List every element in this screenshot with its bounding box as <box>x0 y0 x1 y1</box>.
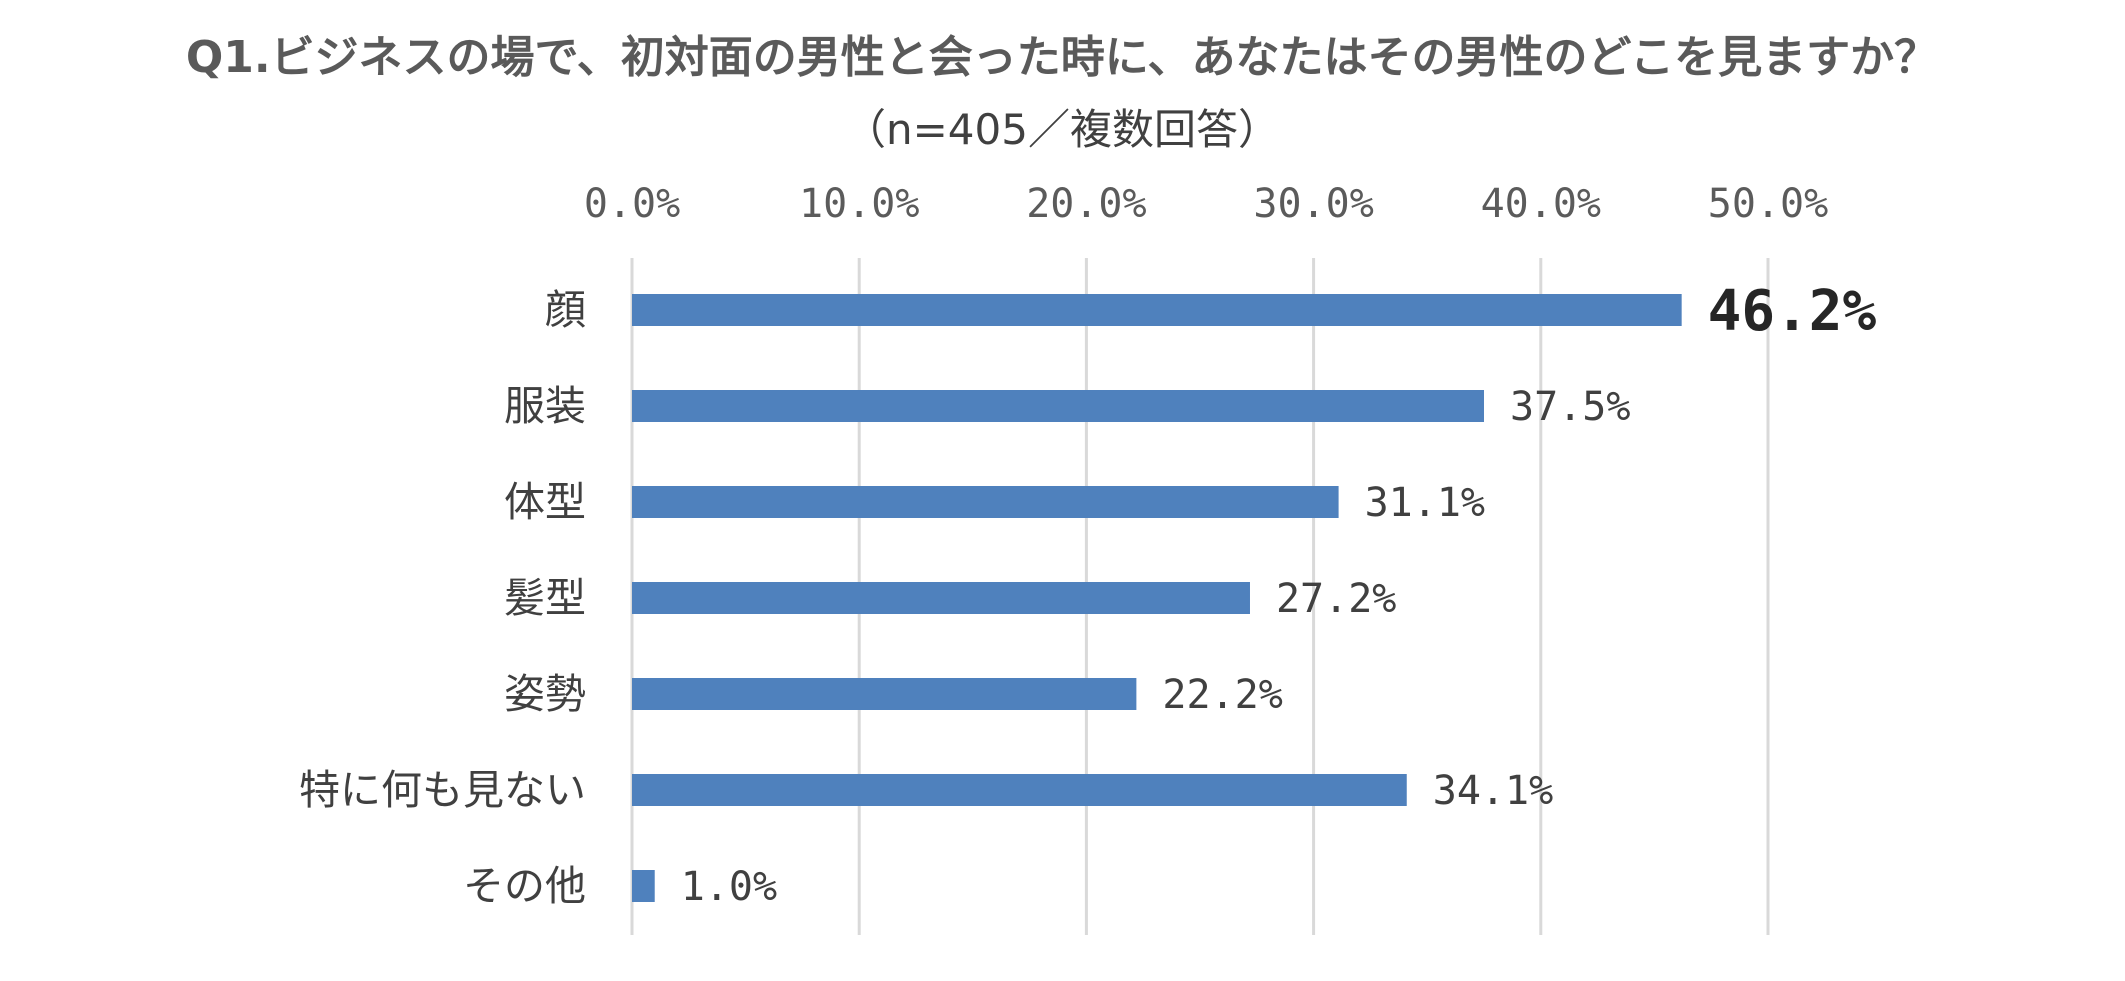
category-label: 服装 <box>504 382 586 430</box>
category-label: 特に何も見ない <box>299 766 586 814</box>
bar <box>632 678 1137 710</box>
category-label: 体型 <box>504 478 586 526</box>
bar <box>632 390 1484 422</box>
x-tick-label: 10.0% <box>799 181 919 227</box>
bar <box>632 870 655 902</box>
data-label: 1.0% <box>681 864 777 910</box>
data-label: 46.2% <box>1708 279 1877 344</box>
data-label: 27.2% <box>1276 576 1396 622</box>
data-label: 22.2% <box>1162 672 1282 718</box>
x-tick-label: 30.0% <box>1253 181 1373 227</box>
x-tick-label: 40.0% <box>1481 181 1601 227</box>
category-label: 髪型 <box>504 574 586 622</box>
chart-title: Q1.ビジネスの場で、初対面の男性と会った時に、あなたはその男性のどこを見ますか… <box>186 32 1938 83</box>
category-label: その他 <box>463 862 586 910</box>
x-tick-label: 50.0% <box>1708 181 1828 227</box>
x-tick-label: 20.0% <box>1026 181 1146 227</box>
x-axis-ticks: 0.0% 10.0% 20.0% 30.0% 40.0% 50.0% <box>584 181 1828 227</box>
data-label: 37.5% <box>1510 384 1630 430</box>
value-labels: 46.2% 37.5% 31.1% 27.2% 22.2% 34.1% 1.0% <box>681 279 1877 910</box>
bars <box>632 294 1682 902</box>
chart-subtitle: （n=405／複数回答） <box>844 105 1280 154</box>
data-label: 34.1% <box>1433 768 1553 814</box>
bar <box>632 486 1339 518</box>
bar <box>632 582 1250 614</box>
bar <box>632 294 1682 326</box>
category-label: 姿勢 <box>504 670 586 718</box>
category-label: 顔 <box>545 286 586 334</box>
bar <box>632 774 1407 806</box>
data-label: 31.1% <box>1365 480 1485 526</box>
x-tick-label: 0.0% <box>584 181 680 227</box>
